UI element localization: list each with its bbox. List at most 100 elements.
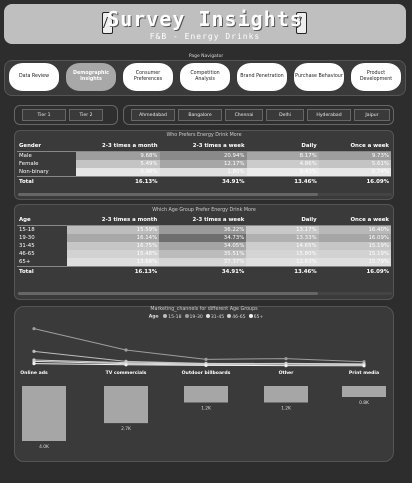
row-label: Non-binary — [19, 169, 49, 175]
table-cell: 15.19% — [318, 242, 391, 250]
nav-competition-analysis[interactable]: Competition Analysis — [180, 63, 230, 91]
table-cell: 13.17% — [246, 225, 319, 234]
category-label: Outdoor billboards — [182, 370, 231, 376]
table-cell: 16.75% — [66, 242, 160, 250]
table-cell: 15.59% — [66, 225, 160, 234]
table-cell: 15.80% — [246, 250, 319, 258]
nav-demographic-insights[interactable]: Demographic Insights — [66, 63, 116, 91]
bar-value-label: 1.2K — [201, 406, 211, 412]
tier-1-tile[interactable]: Tier 1 — [22, 109, 66, 121]
total-cell: 34.91% — [159, 266, 247, 276]
table-row[interactable]: Male 9.68% 20.94% 8.17% 9.73% — [17, 151, 391, 160]
data-point — [284, 357, 288, 361]
bar-value-label: 2.7K — [121, 426, 131, 432]
total-row: Total 16.13% 34.91% 13.46% 16.09% — [17, 266, 391, 276]
legend-label[interactable]: 31-45 — [210, 314, 225, 320]
category-label: TV commercials — [106, 370, 147, 376]
legend-label[interactable]: 46-65 — [232, 314, 246, 320]
data-point — [284, 361, 288, 365]
column-header[interactable]: 2-3 times a month — [76, 140, 160, 152]
legend-marker — [248, 314, 253, 318]
row-label: 65+ — [19, 259, 31, 265]
total-bar — [264, 386, 308, 403]
row-label: 46-65 — [19, 251, 35, 257]
table-cell: 15.79% — [318, 258, 391, 267]
city-tile[interactable]: Ahmedabad — [131, 109, 175, 121]
data-point — [32, 349, 36, 353]
table-row[interactable]: 31-45 16.75% 34.05% 14.65% 15.19% — [17, 242, 391, 250]
table-row[interactable]: Female 5.49% 12.17% 4.86% 5.61% — [17, 160, 391, 168]
row-label: 31-45 — [19, 243, 35, 249]
city-tile[interactable]: Jaipur — [354, 109, 390, 121]
legend-label[interactable]: 15-18 — [168, 314, 182, 320]
table-row[interactable]: 15-18 15.59% 36.22% 13.17% 16.40% — [17, 225, 391, 234]
category-label: Print media — [349, 370, 379, 376]
city-tile[interactable]: Bangalore — [178, 109, 222, 121]
data-point — [124, 363, 128, 367]
total-cell: 16.13% — [66, 266, 160, 276]
horizontal-scrollbar[interactable] — [18, 193, 318, 196]
table-cell: 16.40% — [318, 225, 391, 234]
category-label: Online ads — [20, 370, 48, 376]
table-row[interactable]: 65+ 13.68% 37.37% 12.63% 15.79% — [17, 258, 391, 267]
legend-label[interactable]: 19-30 — [189, 314, 203, 320]
page-title: Survey Insights — [107, 7, 303, 31]
table-cell: 36.22% — [159, 225, 247, 234]
city-tile[interactable]: Delhi — [266, 109, 304, 121]
row-label: 15-18 — [19, 227, 35, 233]
table-row[interactable]: Non-binary 0.96% 1.80% 0.43% 0.74% — [17, 168, 391, 177]
column-header[interactable]: 2-3 times a week — [159, 214, 247, 226]
table-cell: 14.65% — [246, 242, 319, 250]
nav-data-review[interactable]: Data Review — [9, 63, 59, 91]
table-cell: 1.80% — [159, 168, 247, 177]
column-header[interactable]: Daily — [246, 214, 319, 226]
nav-consumer-preferences[interactable]: Consumer Preferences — [123, 63, 173, 91]
data-point — [362, 364, 366, 368]
column-header[interactable]: 2-3 times a week — [159, 140, 247, 152]
phone-icon — [102, 12, 114, 34]
total-label: Total — [17, 266, 67, 276]
bar-value-label: 1.2K — [281, 406, 291, 412]
table-cell: 13.68% — [66, 258, 160, 267]
table-cell: 34.05% — [159, 242, 247, 250]
table-row[interactable]: 19-30 16.14% 34.73% 13.33% 16.09% — [17, 234, 391, 242]
column-header[interactable]: 2-3 times a month — [66, 214, 160, 226]
data-point — [124, 348, 128, 352]
table-cell: 37.37% — [159, 258, 247, 267]
bar-value-label: 0.8K — [359, 400, 369, 406]
total-cell: 16.09% — [318, 176, 391, 186]
city-tile[interactable]: Chennai — [225, 109, 263, 121]
table-cell: 16.14% — [66, 234, 160, 242]
table-cell: 9.73% — [318, 151, 391, 160]
bar-value-label: 4.0K — [39, 444, 49, 450]
horizontal-scrollbar[interactable] — [18, 292, 318, 295]
city-tile[interactable]: Hyderabad — [307, 109, 351, 121]
table-cell: 0.43% — [246, 168, 319, 177]
total-bar — [104, 386, 148, 424]
table-cell: 9.68% — [76, 151, 160, 160]
column-header[interactable]: Daily — [246, 140, 319, 152]
total-bar — [342, 386, 386, 397]
nav-brand-penetration[interactable]: Brand Penetration — [237, 63, 287, 91]
legend-label[interactable]: 65+ — [253, 314, 264, 320]
table-cell: 13.33% — [246, 234, 319, 242]
column-header[interactable]: Gender — [17, 140, 77, 152]
age-matrix: Age 2-3 times a month 2-3 times a week D… — [17, 214, 391, 276]
table-row[interactable]: 46-65 15.48% 35.51% 15.80% 15.19% — [17, 250, 391, 258]
column-header[interactable]: Once a week — [318, 214, 391, 226]
tier-2-tile[interactable]: Tier 2 — [69, 109, 103, 121]
data-point — [284, 364, 288, 368]
row-label: Female — [19, 161, 39, 167]
gender-matrix-title: Who Prefers Energy Drink More — [166, 133, 242, 138]
column-header[interactable]: Once a week — [318, 140, 391, 152]
gender-matrix: Gender 2-3 times a month 2-3 times a wee… — [17, 140, 391, 186]
table-cell: 12.63% — [246, 258, 319, 267]
legend-marker — [227, 314, 232, 318]
total-cell: 34.91% — [159, 176, 247, 186]
nav-purchase-behaviour[interactable]: Purchase Behaviour — [294, 63, 344, 91]
total-bar — [184, 386, 228, 403]
chart-title: Marketing_channels for different Age Gro… — [150, 307, 258, 312]
column-header[interactable]: Age — [17, 214, 67, 226]
nav-product-development[interactable]: Product Development — [351, 63, 401, 91]
data-point — [32, 327, 36, 331]
